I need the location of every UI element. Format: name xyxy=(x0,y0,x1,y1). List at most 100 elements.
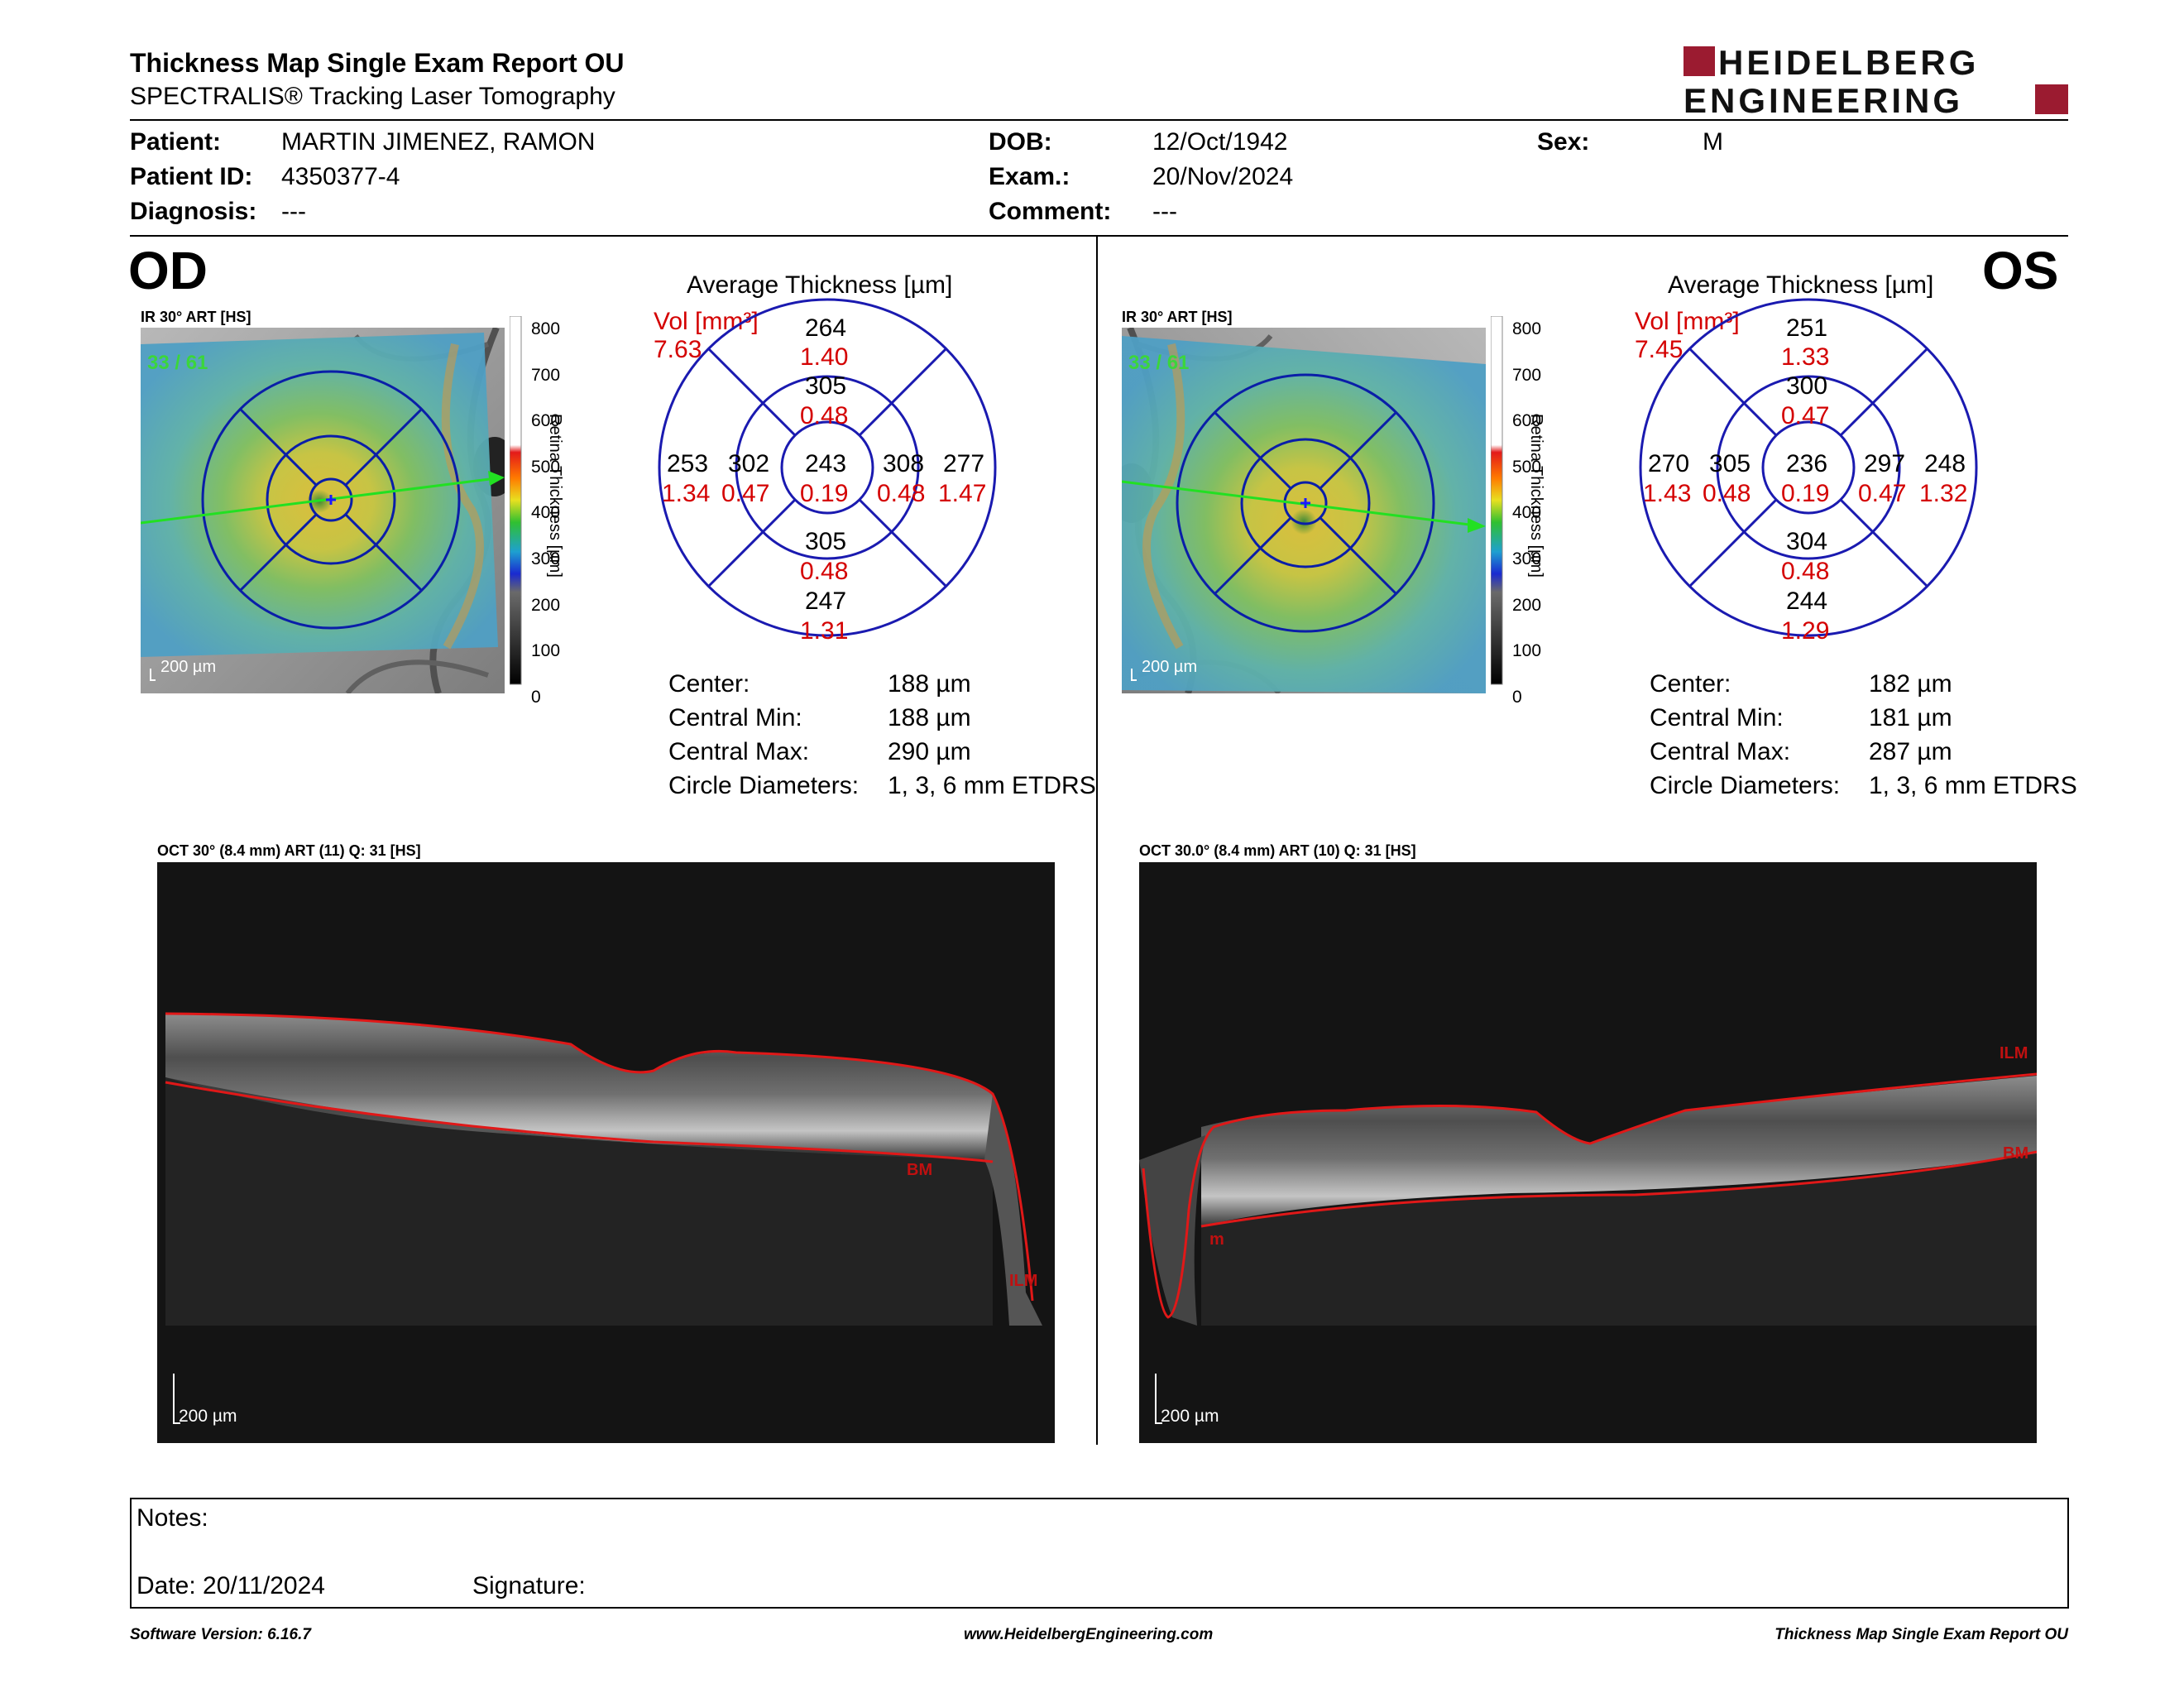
grid-inf-outer: 244 xyxy=(1786,587,1828,615)
circle-diam-label-os: Circle Diameters: xyxy=(1650,772,1841,799)
vol-label-os: Vol [mm³] xyxy=(1635,308,1740,335)
eye-label-od: OD xyxy=(128,241,208,300)
notes-label: Notes: xyxy=(136,1504,208,1532)
ir-label-os: IR 30° ART [HS] xyxy=(1122,309,1233,325)
grid-temp-inner-vol: 0.47 xyxy=(721,480,770,507)
grid-inf-outer-vol: 1.29 xyxy=(1781,617,1830,645)
grid-temp-outer-vol: 1.43 xyxy=(1643,480,1692,507)
vol-label-od: Vol [mm³] xyxy=(654,308,759,335)
grid-temp-outer-vol: 1.34 xyxy=(662,480,711,507)
grid-sup-outer-vol: 1.33 xyxy=(1781,343,1830,371)
colorbar-tick: 500 xyxy=(1512,457,1542,477)
colorbar-tick: 400 xyxy=(1512,503,1542,523)
colorbar-tick: 300 xyxy=(1512,549,1542,568)
sex-value: M xyxy=(1703,128,1723,156)
m-label-os: m xyxy=(1209,1230,1224,1249)
grid-temp-inner-vol: 0.48 xyxy=(1703,480,1751,507)
colorbar-tick: 700 xyxy=(531,365,561,385)
circle-diam-label-od: Circle Diameters: xyxy=(668,772,860,799)
central-max-label-od: Central Max: xyxy=(668,738,810,765)
central-min-value-od: 188 µm xyxy=(888,704,971,731)
colorbar-tick: 200 xyxy=(531,595,561,615)
etdrs-grid-od xyxy=(658,298,997,637)
patient-id-value: 4350377-4 xyxy=(281,163,400,190)
grid-sup-inner-vol: 0.47 xyxy=(1781,402,1830,429)
frame-counter-os: 33 / 61 xyxy=(1128,352,1189,374)
colorbar-tick: 100 xyxy=(531,641,561,661)
oct-scale-os: 200 µm xyxy=(1161,1407,1219,1426)
central-min-value-os: 181 µm xyxy=(1869,704,1952,731)
colorbar-os xyxy=(1490,315,1557,688)
grid-nas-inner-vol: 0.47 xyxy=(1858,480,1907,507)
grid-temp-inner: 305 xyxy=(1709,450,1751,477)
ilm-label-od: ILM xyxy=(1009,1272,1037,1290)
center-value-os: 182 µm xyxy=(1869,670,1952,698)
colorbar-tick: 100 xyxy=(1512,641,1542,661)
vol-value-os: 7.45 xyxy=(1635,336,1684,363)
software-version: Software Version: 6.16.7 xyxy=(130,1626,311,1643)
vol-value-od: 7.63 xyxy=(654,336,702,363)
date-label: Date: 20/11/2024 xyxy=(136,1572,325,1599)
colorbar-ticks-os: 800 700 600 500 400 300 200 100 0 xyxy=(1512,306,1541,720)
central-min-label-od: Central Min: xyxy=(668,704,802,731)
diagnosis-label: Diagnosis: xyxy=(130,198,257,225)
oct-bscan-os: ILM BM m 200 µm xyxy=(1139,862,2037,1443)
divider xyxy=(130,119,2068,121)
report-subtitle: SPECTRALIS® Tracking Laser Tomography xyxy=(130,83,615,110)
grid-inf-outer-vol: 1.31 xyxy=(800,617,849,645)
grid-inf-inner-vol: 0.48 xyxy=(800,558,849,585)
oct-scale-od: 200 µm xyxy=(179,1407,237,1426)
patient-id-label: Patient ID: xyxy=(130,163,253,190)
diagnosis-value: --- xyxy=(281,198,306,225)
central-max-value-os: 287 µm xyxy=(1869,738,1952,765)
grid-nas-outer-vol: 1.32 xyxy=(1919,480,1968,507)
notes-box: Notes: Date: 20/11/2024 Signature: xyxy=(130,1498,2069,1609)
patient-label: Patient: xyxy=(130,128,222,156)
frame-counter-od: 33 / 61 xyxy=(147,352,208,374)
fundus-thickness-map-os: 33 / 61 200 µm xyxy=(1122,328,1486,693)
logo-line1: HEIDELBERG xyxy=(1718,43,1979,82)
colorbar-tick: 400 xyxy=(531,503,561,523)
colorbar-tick: 0 xyxy=(531,687,541,707)
grid-inf-inner: 305 xyxy=(805,528,847,555)
grid-sup-outer: 251 xyxy=(1786,314,1828,342)
colorbar-tick: 700 xyxy=(1512,365,1542,385)
eye-label-os: OS xyxy=(1982,241,2059,300)
grid-inf-inner-vol: 0.48 xyxy=(1781,558,1830,585)
scale-label-os: 200 µm xyxy=(1142,658,1197,676)
website-link[interactable]: www.HeidelbergEngineering.com xyxy=(964,1626,1214,1643)
grid-nas-outer: 277 xyxy=(943,450,985,477)
dob-value: 12/Oct/1942 xyxy=(1152,128,1288,156)
divider xyxy=(130,235,2068,237)
scale-label-od: 200 µm xyxy=(160,658,216,676)
colorbar-tick: 800 xyxy=(1512,319,1542,338)
etdrs-grid-os xyxy=(1639,298,1978,637)
colorbar-tick: 500 xyxy=(531,457,561,477)
grid-sup-inner-vol: 0.48 xyxy=(800,402,849,429)
ir-label-od: IR 30° ART [HS] xyxy=(141,309,251,325)
grid-nas-inner: 308 xyxy=(883,450,925,477)
central-min-label-os: Central Min: xyxy=(1650,704,1784,731)
colorbar-tick: 600 xyxy=(1512,411,1542,431)
heidelberg-logo: HEIDELBERG ENGINEERING xyxy=(1684,43,2068,120)
colorbar-title-os: Retina Thickness [µm] xyxy=(1527,414,1545,578)
central-max-label-os: Central Max: xyxy=(1650,738,1791,765)
grid-sup-inner: 300 xyxy=(1786,372,1828,400)
colorbar-tick: 200 xyxy=(1512,595,1542,615)
dob-label: DOB: xyxy=(989,128,1052,156)
comment-label: Comment: xyxy=(989,198,1112,225)
bm-label-od: BM xyxy=(907,1161,932,1179)
circle-diam-value-os: 1, 3, 6 mm ETDRS xyxy=(1869,772,2077,799)
grid-center-vol: 0.19 xyxy=(1781,480,1830,507)
grid-sup-outer-vol: 1.40 xyxy=(800,343,849,371)
oct-bscan-od: BM ILM 200 µm xyxy=(157,862,1055,1443)
grid-nas-outer: 248 xyxy=(1924,450,1966,477)
eye-divider xyxy=(1096,237,1098,1445)
center-label-od: Center: xyxy=(668,670,750,698)
grid-nas-outer-vol: 1.47 xyxy=(938,480,987,507)
grid-temp-outer: 253 xyxy=(667,450,709,477)
grid-sup-outer: 264 xyxy=(805,314,847,342)
central-max-value-od: 290 µm xyxy=(888,738,971,765)
colorbar-ticks-od: 800 700 600 500 400 300 200 100 0 xyxy=(531,306,560,720)
grid-temp-inner: 302 xyxy=(728,450,770,477)
